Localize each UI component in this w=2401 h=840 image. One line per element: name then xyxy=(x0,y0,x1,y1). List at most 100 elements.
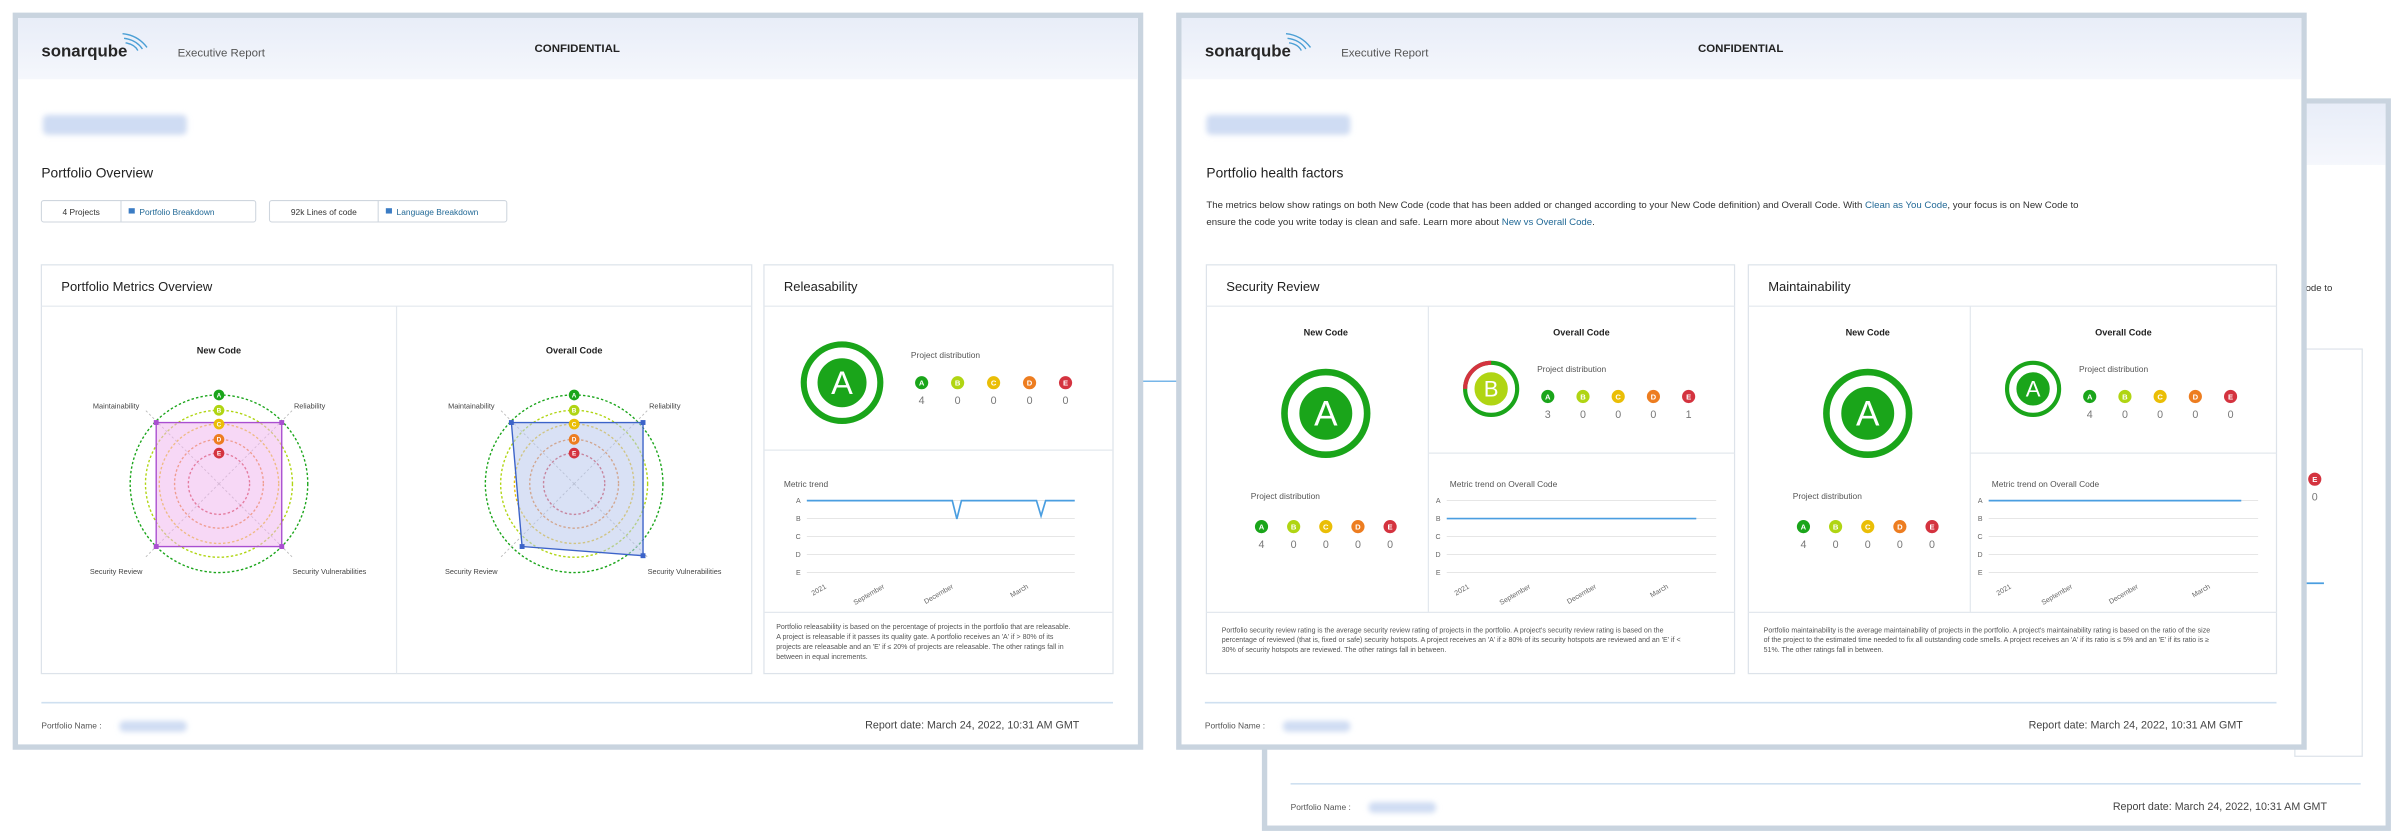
trend-title: Metric trend xyxy=(784,479,829,489)
rating-badge xyxy=(1254,520,1269,534)
grade-core xyxy=(1296,383,1356,444)
radar-rating-letter: B xyxy=(217,408,222,415)
portfolio-name-label: Portfolio Name : xyxy=(1205,721,1265,731)
distribution-count: 0 xyxy=(1387,539,1393,551)
distribution-count: 4 xyxy=(2087,409,2093,421)
logo-waves xyxy=(1285,32,1312,51)
rating-letter: E xyxy=(2312,475,2317,484)
radar-rating-badge xyxy=(213,389,225,401)
radar-rating-letter: C xyxy=(217,421,222,428)
report-page: sonarqube Executive Report CONFIDENTIAL Por… xyxy=(1176,12,2307,750)
panel-title: Security Review xyxy=(1226,279,1320,294)
rating-badge xyxy=(1383,520,1397,534)
grade-letter: B xyxy=(1484,377,1499,402)
pill-icon xyxy=(128,208,135,214)
rating-badge xyxy=(951,376,965,390)
portfolio-name-label: Portfolio Name : xyxy=(1291,802,1351,812)
trend-y-label: E xyxy=(1978,570,1983,577)
pill-link[interactable]: Portfolio Breakdown xyxy=(139,207,215,217)
rating-letter: B xyxy=(1580,392,1586,401)
radar-rating-letter: A xyxy=(572,392,577,399)
intro-link[interactable]: New vs Overall Code xyxy=(1502,217,1592,228)
rating-letter: B xyxy=(2122,392,2128,401)
distribution-label: Project distribution xyxy=(1793,491,1862,501)
distribution-count: 3 xyxy=(1545,409,1551,421)
distribution-count: 0 xyxy=(1291,539,1297,551)
redacted-placeholder xyxy=(119,721,187,732)
rating-badge xyxy=(987,376,1001,390)
page-header xyxy=(18,17,1138,80)
radar-axis-label: Maintainability xyxy=(93,402,140,411)
intro-text: . xyxy=(1592,217,1595,228)
trend-y-label: A xyxy=(1436,498,1441,505)
distribution-count: 0 xyxy=(991,395,997,407)
radar-vertex xyxy=(153,420,159,425)
pill-link[interactable]: Language Breakdown xyxy=(397,207,479,217)
redacted-placeholder xyxy=(1368,802,1437,813)
grade-ring xyxy=(2004,360,2062,417)
panel-description: percentage of reviewed (that is, fixed o… xyxy=(1222,637,1681,644)
panel: Security Review New Code A Project distribu… xyxy=(1205,264,1736,675)
rating-letter: D xyxy=(1897,522,1903,531)
grade-letter: A xyxy=(1856,395,1880,434)
rating-badge xyxy=(1796,520,1811,534)
radar-rating-badge xyxy=(568,389,580,401)
rating-badge xyxy=(1319,520,1333,534)
radar-vertex xyxy=(153,544,159,549)
rating-letter: D xyxy=(2193,392,2199,401)
grade-core xyxy=(2014,370,2052,408)
radar-rating-letter: B xyxy=(572,408,577,415)
radar-rating-letter: D xyxy=(217,437,222,444)
distribution-count: 0 xyxy=(1063,395,1069,407)
rating-badge xyxy=(1829,520,1843,534)
rating-badge xyxy=(2308,472,2322,486)
section-title: Portfolio Overview xyxy=(41,166,153,181)
radar-axis-label: Security Review xyxy=(90,567,143,576)
column-title: Overall Code xyxy=(2095,327,2152,337)
radar-vertex xyxy=(508,420,514,425)
trend-y-label: C xyxy=(796,534,801,541)
report-type: Executive Report xyxy=(178,48,266,60)
rating-letter: A xyxy=(919,378,925,387)
trend-y-label: E xyxy=(1436,570,1441,577)
trend-title: Metric trend on Overall Code xyxy=(1992,479,2100,489)
intro-link[interactable]: Clean as You Code xyxy=(1865,200,1947,211)
radar-vertex xyxy=(279,420,285,425)
rating-badge xyxy=(2153,389,2167,404)
distribution-count: 0 xyxy=(1615,409,1621,421)
trend-y-label: C xyxy=(1977,534,1982,541)
portfolio-name-label: Portfolio Name : xyxy=(41,721,101,731)
trend-y-label: E xyxy=(796,570,801,577)
trend-y-label: D xyxy=(1977,552,1982,559)
radar-vertex xyxy=(640,553,646,559)
rating-letter: E xyxy=(2228,392,2233,401)
grade-ring-fail xyxy=(1463,360,1492,389)
panel-title: Maintainability xyxy=(1768,279,1851,294)
distribution-count: 0 xyxy=(1027,395,1033,407)
panel-description: 30% of security hotspots are reviewed. T… xyxy=(1222,647,1447,654)
column-title: Overall Code xyxy=(1553,327,1610,337)
rating-letter: D xyxy=(1651,392,1657,401)
distribution-count: 0 xyxy=(1355,539,1361,551)
grade-ring xyxy=(1823,368,1913,458)
redacted-placeholder xyxy=(42,114,187,135)
radar-axis-label: Reliability xyxy=(294,402,326,411)
rating-badge xyxy=(1351,520,1365,534)
distribution-count: 0 xyxy=(1650,409,1656,421)
distribution-count: 1 xyxy=(1686,409,1692,421)
rating-badge xyxy=(1022,376,1037,390)
distribution-count: 0 xyxy=(1580,409,1586,421)
radar-axis-label: Security Review xyxy=(445,567,498,576)
trend-title: Metric trend on Overall Code xyxy=(1450,479,1558,489)
panel: Maintainability New Code A Project distribu… xyxy=(1747,264,2278,675)
radar-axis-label: Reliability xyxy=(649,402,681,411)
page-header xyxy=(1181,17,2302,80)
radar-rating-badge xyxy=(213,434,225,445)
panel-title: Releasability xyxy=(784,279,858,294)
radar-rating-badge xyxy=(213,447,225,459)
radar-ring xyxy=(484,394,664,574)
distribution-count: 4 xyxy=(1800,539,1806,551)
rating-badge xyxy=(2083,389,2097,404)
grade-ring xyxy=(800,341,884,425)
